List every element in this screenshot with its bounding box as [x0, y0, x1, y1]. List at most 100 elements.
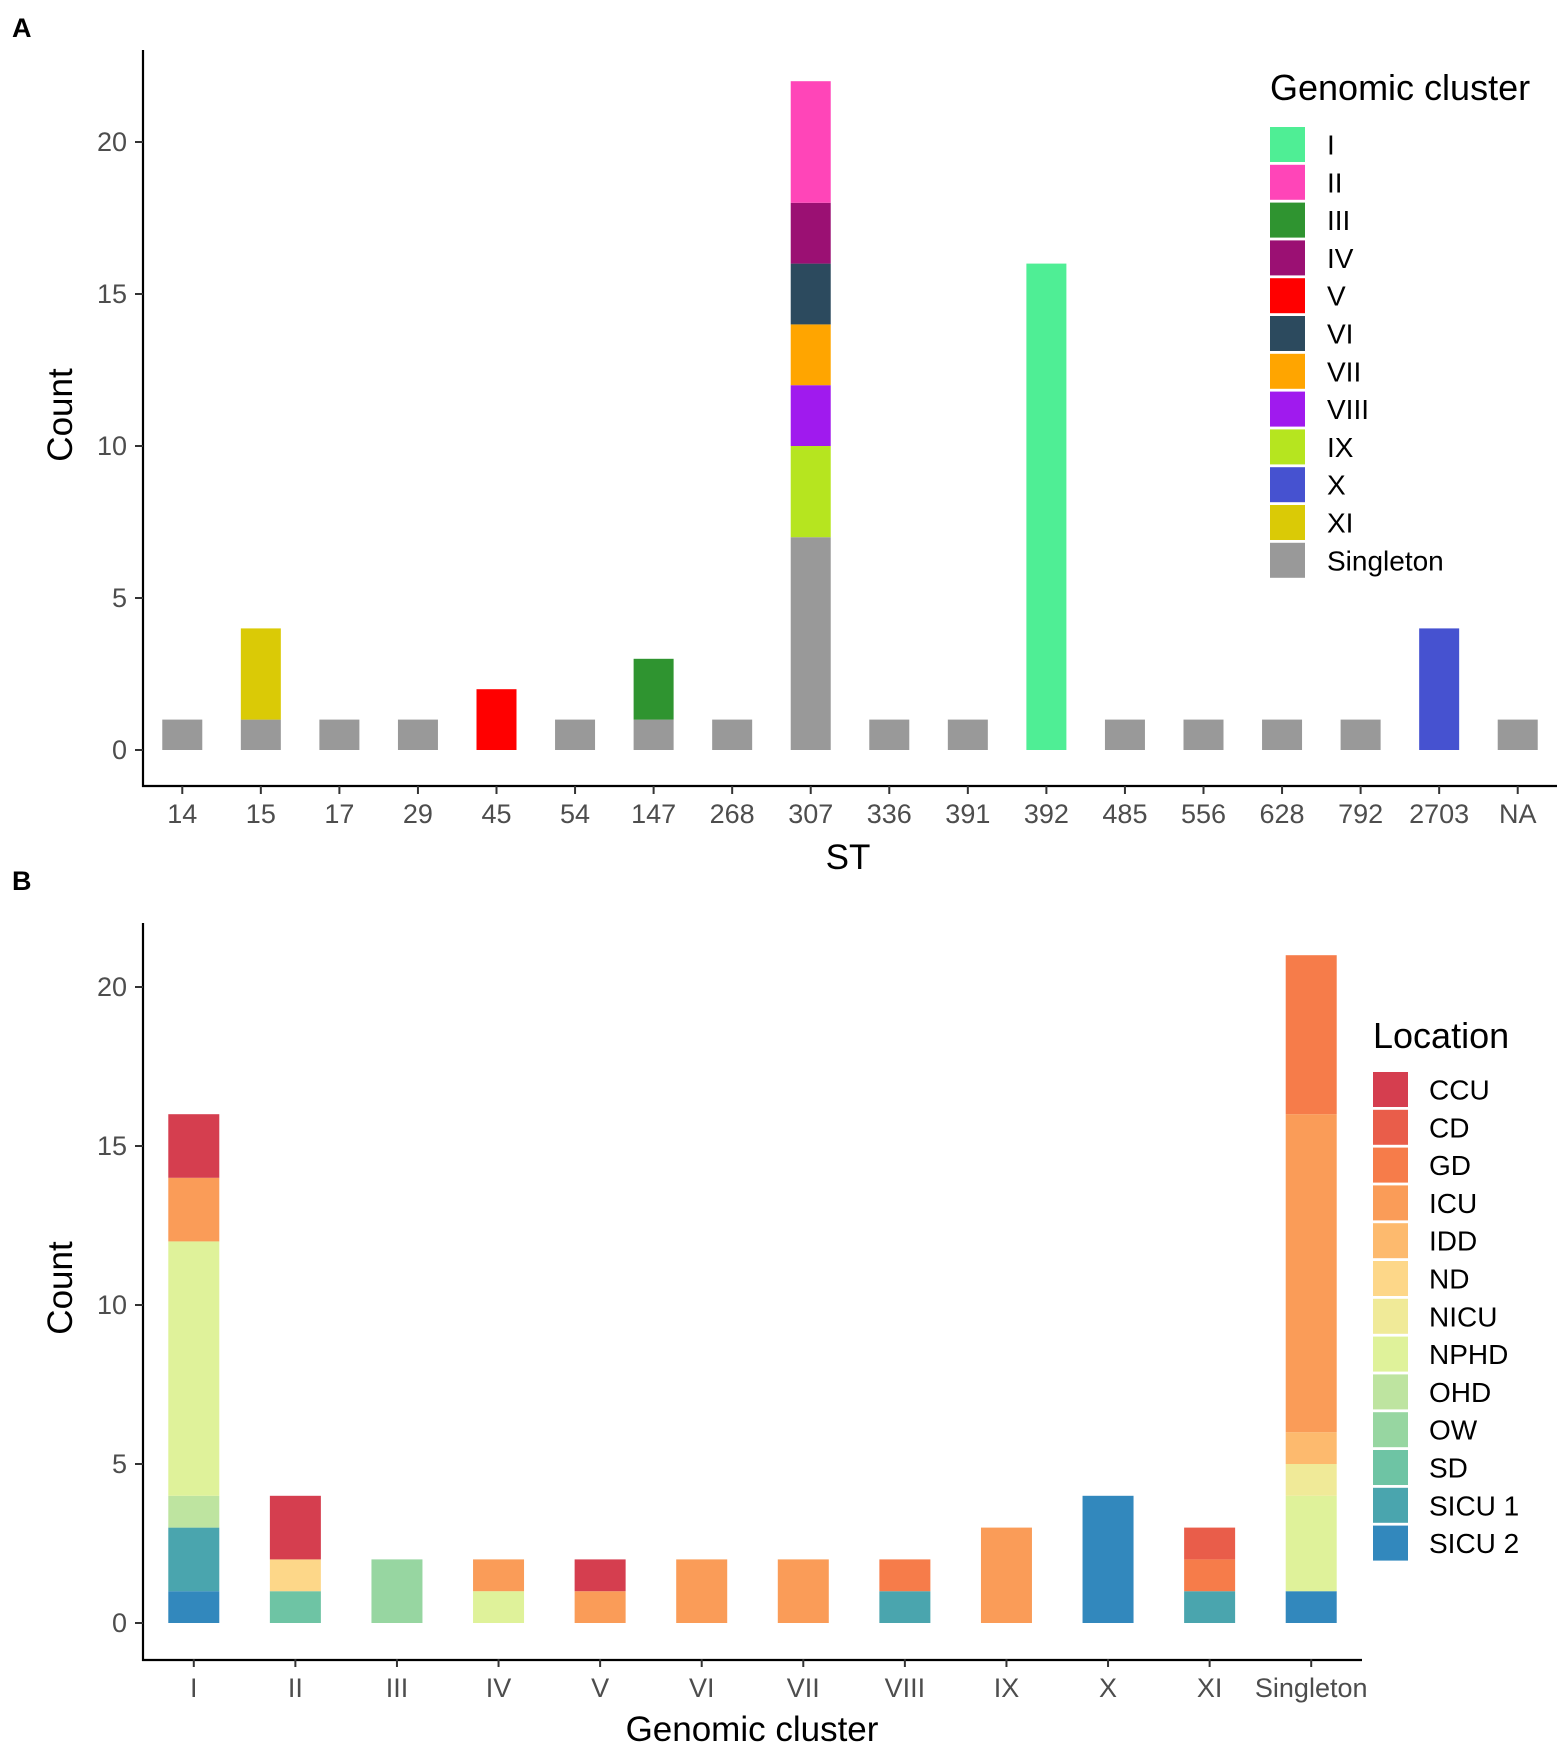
- panel-a-bar-307-ix: [790, 446, 831, 538]
- panel-b-y-ticks: 0 5 10 15 20: [97, 972, 143, 1638]
- panel-a-legend: Genomic cluster IIIIIIIVVVIVIIVIIIIXXXIS…: [1270, 67, 1530, 578]
- panel-b-legend-swatch-nicu: [1373, 1298, 1408, 1334]
- panel-b-legend-label-sicu-1: SICU 1: [1429, 1490, 1519, 1521]
- panel-a-legend-swatch-ix: [1270, 429, 1305, 465]
- panel-b-legend-label-sicu-2: SICU 2: [1429, 1528, 1519, 1559]
- panel-a-legend-label-vii: VII: [1327, 356, 1361, 387]
- panel-a-bar-54-singleton: [555, 719, 596, 750]
- panel-b-y-tick-label: 5: [112, 1449, 127, 1479]
- panel-a-bar-307-viii: [790, 385, 831, 446]
- panel-a-y-tick-label: 0: [112, 735, 127, 765]
- panel-b-legend-label-icu: ICU: [1429, 1188, 1477, 1219]
- panel-b-legend-label-nicu: NICU: [1429, 1301, 1497, 1332]
- panel-b-legend-swatch-ohd: [1373, 1374, 1408, 1410]
- panel-a-legend-swatch-vii: [1270, 353, 1305, 389]
- panel-b-legend-title: Location: [1373, 1015, 1509, 1056]
- panel-b-bar-v-ccu: [574, 1559, 626, 1592]
- panel-a-label: A: [12, 13, 32, 43]
- panel-a-x-ticks: 14 15 17 29 45 54 147 268 307 336 391 392 485 556 628 7…: [167, 786, 1536, 829]
- panel-b-x-tick-label: Singleton: [1255, 1673, 1368, 1703]
- panel-b-bar-i-ohd: [168, 1495, 220, 1528]
- panel-b-x-tick-label: VI: [689, 1673, 715, 1703]
- panel-a-legend-swatch-x: [1270, 467, 1305, 503]
- panel-b-bar-v-icu: [574, 1591, 626, 1623]
- panel-a-bar-15-xi: [240, 628, 281, 720]
- panel-a-legend-swatch-iv: [1270, 240, 1305, 276]
- panel-a-legend-label-singleton: Singleton: [1327, 545, 1444, 576]
- panel-b-bars: [168, 955, 1337, 1623]
- panel-b-legend-swatch-sd: [1373, 1450, 1408, 1485]
- panel-a-legend-swatch-v: [1270, 278, 1305, 314]
- panel-b-bar-singleton-idd: [1285, 1432, 1337, 1464]
- panel-a: A 0 5 10 15 20 14 15 17 29 45 54 147 268 307 336 391 39…: [12, 13, 1557, 877]
- panel-b-y-tick-label: 15: [97, 1131, 127, 1161]
- panel-a-x-tick-label: 792: [1338, 799, 1383, 829]
- panel-b-bar-singleton-nphd: [1285, 1495, 1337, 1592]
- panel-a-y-tick-label: 10: [97, 431, 127, 461]
- panel-a-legend-swatch-xi: [1270, 505, 1305, 540]
- panel-b-legend-swatch-sicu-1: [1373, 1487, 1408, 1523]
- panel-b-legend-label-ccu: CCU: [1429, 1075, 1490, 1106]
- panel-a-bar-29-singleton: [397, 719, 438, 750]
- panel-a-legend-label-v: V: [1327, 281, 1346, 312]
- panel-a-x-tick-label: 29: [403, 799, 433, 829]
- panel-a-legend-label-iii: III: [1327, 205, 1350, 236]
- panel-a-y-ticks: 0 5 10 15 20: [97, 127, 143, 765]
- panel-b-legend-swatch-sicu-2: [1373, 1525, 1408, 1561]
- panel-a-bar-17-singleton: [319, 719, 360, 750]
- panel-b-bar-singleton-sicu-2: [1285, 1591, 1337, 1623]
- panel-b-legend-label-ow: OW: [1429, 1415, 1478, 1446]
- panel-a-x-tick-label: 307: [788, 799, 833, 829]
- panel-b-bar-viii-sicu-1: [879, 1591, 931, 1623]
- panel-b-bar-iv-icu: [473, 1559, 525, 1592]
- panel-a-legend-label-x: X: [1327, 470, 1346, 501]
- panel-b-bar-ii-sd: [269, 1591, 321, 1623]
- panel-b-bar-xi-cd: [1184, 1527, 1236, 1560]
- panel-b-legend-label-idd: IDD: [1429, 1226, 1477, 1257]
- panel-b-x-tick-label: V: [591, 1673, 609, 1703]
- panel-a-x-tick-label: 54: [560, 799, 590, 829]
- panel-a-x-tick-label: 628: [1260, 799, 1305, 829]
- panel-a-y-tick-label: 5: [112, 583, 127, 613]
- panel-b-legend-swatch-idd: [1373, 1223, 1408, 1259]
- panel-b-bar-iv-nphd: [473, 1591, 525, 1623]
- panel-a-legend-label-iv: IV: [1327, 243, 1354, 274]
- panel-b-x-ticks: I II III IV V VI VII VIII IX X XI Singleton: [190, 1659, 1368, 1703]
- panel-a-bar-485-singleton: [1104, 719, 1145, 750]
- panel-b-legend-swatch-ow: [1373, 1412, 1408, 1448]
- panel-a-x-tick-label: 14: [167, 799, 197, 829]
- panel-a-bar-792-singleton: [1340, 719, 1381, 750]
- panel-b-bar-singleton-nicu: [1285, 1464, 1337, 1496]
- panel-a-legend-label-ii: II: [1327, 167, 1343, 198]
- panel-a-y-axis-title: Count: [41, 368, 80, 462]
- panel-b-bar-singleton-gd: [1285, 955, 1337, 1115]
- panel-b-bar-singleton-icu: [1285, 1114, 1337, 1433]
- panel-a-bar-307-iv: [790, 202, 831, 264]
- panel-b-bar-vii-icu: [777, 1559, 829, 1623]
- panel-a-bar-268-singleton: [712, 719, 753, 750]
- panel-b-legend-swatch-icu: [1373, 1185, 1408, 1221]
- panel-b-x-tick-label: VII: [787, 1673, 820, 1703]
- panel-b-bar-i-sicu-2: [168, 1591, 220, 1623]
- panel-a-x-tick-label: 15: [246, 799, 276, 829]
- panel-a-bar-45-v: [476, 689, 517, 750]
- panel-a-bar-556-singleton: [1183, 719, 1224, 750]
- panel-a-bar-15-singleton: [240, 719, 281, 750]
- panel-b-legend-label-ohd: OHD: [1429, 1377, 1491, 1408]
- panel-a-legend-swatch-ii: [1270, 164, 1305, 200]
- panel-b-y-axis-title: Count: [41, 1241, 80, 1335]
- panel-a-bar-391-singleton: [947, 719, 988, 750]
- panel-a-x-tick-label: 556: [1181, 799, 1226, 829]
- panel-b-y-tick-label: 20: [97, 972, 127, 1002]
- panel-a-legend-label-i: I: [1327, 130, 1335, 161]
- panel-b-bar-ii-ccu: [269, 1495, 321, 1560]
- panel-a-legend-title: Genomic cluster: [1270, 67, 1530, 108]
- panel-a-bar-392-i: [1026, 263, 1067, 750]
- panel-a-bar-2703-x: [1419, 628, 1460, 750]
- panel-a-legend-swatch-vi: [1270, 316, 1305, 351]
- panel-b-bar-xi-sicu-1: [1184, 1591, 1236, 1623]
- panel-b-x-tick-label: II: [288, 1673, 303, 1703]
- panel-b-legend: Location CCU CD GD ICU IDD ND NICU NPHD OHD OW SD S…: [1373, 1015, 1519, 1561]
